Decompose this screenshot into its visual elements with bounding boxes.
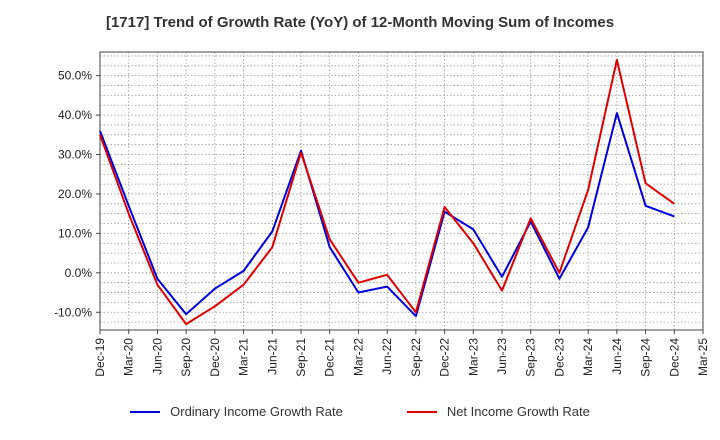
x-tick-label: Jun-24 bbox=[610, 338, 624, 375]
x-tick-label: Jun-23 bbox=[495, 338, 509, 375]
x-tick-label: Mar-22 bbox=[351, 338, 365, 376]
x-tick-label: Dec-23 bbox=[552, 338, 566, 377]
legend-item-net: Net Income Growth Rate bbox=[406, 404, 590, 419]
x-tick-label: Dec-22 bbox=[438, 338, 452, 377]
x-tick-label: Mar-24 bbox=[581, 338, 595, 376]
x-tick-label: Mar-25 bbox=[696, 338, 710, 376]
y-tick-label: 50.0% bbox=[58, 69, 92, 83]
x-tick-label: Jun-21 bbox=[265, 338, 279, 375]
x-tick-label: Sep-21 bbox=[294, 338, 308, 377]
series-line-net bbox=[99, 58, 675, 326]
x-tick-label: Dec-19 bbox=[93, 338, 107, 377]
x-tick-label: Mar-20 bbox=[122, 338, 136, 376]
x-tick-label: Sep-24 bbox=[639, 338, 653, 377]
chart-legend: Ordinary Income Growth Rate Net Income G… bbox=[0, 404, 720, 419]
x-tick-label: Sep-20 bbox=[179, 338, 193, 377]
legend-item-ordinary: Ordinary Income Growth Rate bbox=[130, 404, 343, 419]
x-tick-label: Mar-23 bbox=[466, 338, 480, 376]
series-line-ordinary bbox=[99, 112, 675, 318]
x-tick-label: Sep-22 bbox=[409, 338, 423, 377]
x-tick-label: Jun-22 bbox=[380, 338, 394, 375]
y-tick-label: 40.0% bbox=[58, 108, 92, 122]
x-tick-label: Dec-21 bbox=[323, 338, 337, 377]
x-tick-label: Sep-23 bbox=[524, 338, 538, 377]
legend-label-net: Net Income Growth Rate bbox=[446, 404, 590, 419]
legend-swatch-ordinary bbox=[130, 410, 161, 413]
legend-label-ordinary: Ordinary Income Growth Rate bbox=[170, 404, 343, 419]
y-tick-label: -10.0% bbox=[54, 305, 92, 319]
y-tick-label: 10.0% bbox=[58, 226, 92, 240]
x-tick-label: Dec-24 bbox=[667, 338, 681, 377]
y-tick-label: 20.0% bbox=[58, 187, 92, 201]
y-tick-label: 0.0% bbox=[65, 266, 93, 280]
chart-title: [1717] Trend of Growth Rate (YoY) of 12-… bbox=[105, 14, 615, 31]
x-tick-label: Dec-20 bbox=[208, 338, 222, 377]
y-tick-label: 30.0% bbox=[58, 148, 92, 162]
plot-frame bbox=[99, 51, 704, 331]
x-tick-label: Jun-20 bbox=[150, 338, 164, 375]
x-tick-label: Mar-21 bbox=[237, 338, 251, 376]
legend-swatch-net bbox=[406, 410, 437, 413]
